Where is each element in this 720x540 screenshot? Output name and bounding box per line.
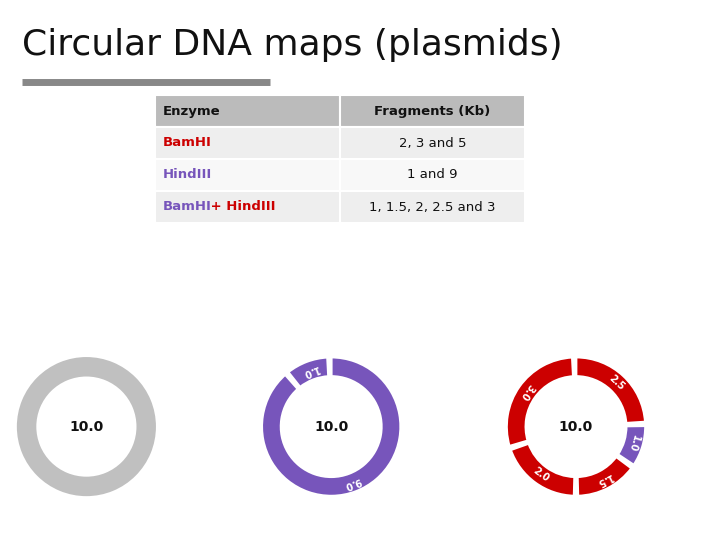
Text: 1, 1.5, 2, 2.5 and 3: 1, 1.5, 2, 2.5 and 3 [369, 200, 496, 213]
Text: BamHI: BamHI [163, 137, 212, 150]
Text: Circular DNA maps (plasmids): Circular DNA maps (plasmids) [22, 28, 562, 62]
Bar [155, 191, 340, 223]
Wedge shape [261, 357, 401, 496]
Bar [155, 159, 340, 191]
Text: 2.0: 2.0 [531, 466, 551, 484]
Text: 1.0: 1.0 [300, 363, 320, 379]
Text: 2, 3 and 5: 2, 3 and 5 [399, 137, 467, 150]
Text: BamHI: BamHI [163, 200, 212, 213]
Wedge shape [506, 357, 573, 447]
Text: 10.0: 10.0 [314, 420, 348, 434]
Text: 3.0: 3.0 [518, 382, 536, 402]
Bar [340, 127, 525, 159]
Text: 10.0: 10.0 [69, 420, 104, 434]
Bar [340, 95, 525, 127]
Text: HindIII: HindIII [163, 168, 212, 181]
Bar [340, 191, 525, 223]
Wedge shape [510, 443, 575, 496]
Bar [155, 95, 340, 127]
Wedge shape [618, 426, 646, 465]
Text: Enzyme: Enzyme [163, 105, 220, 118]
Text: 1 and 9: 1 and 9 [408, 168, 458, 181]
Text: 1.5: 1.5 [593, 471, 613, 488]
Text: 1.0: 1.0 [626, 434, 641, 453]
Wedge shape [576, 357, 645, 423]
Wedge shape [577, 456, 631, 496]
Text: 9.0: 9.0 [343, 475, 362, 490]
Text: Fragments (Kb): Fragments (Kb) [374, 105, 490, 118]
Text: + HindIII: + HindIII [206, 200, 276, 213]
Wedge shape [17, 357, 156, 496]
Wedge shape [288, 357, 328, 387]
Text: 10.0: 10.0 [559, 420, 593, 434]
Bar [155, 127, 340, 159]
Bar [340, 159, 525, 191]
Text: 2.5: 2.5 [607, 373, 626, 393]
